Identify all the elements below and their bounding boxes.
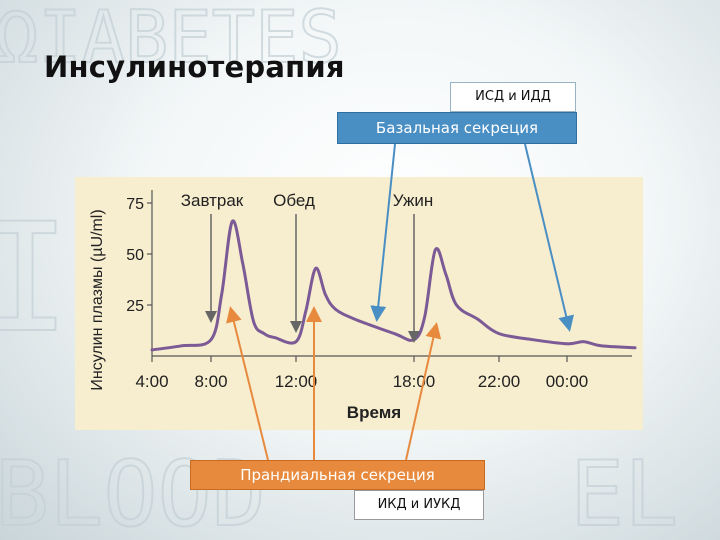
y-axis-title: Инсулин плазмы (µU/ml) — [89, 209, 106, 390]
basal-secretion-label: Базальная секреция — [337, 112, 577, 144]
x-tick-label: 8:00 — [194, 372, 227, 391]
insulin-curve — [150, 219, 637, 352]
meal-label: Завтрак — [181, 191, 244, 210]
basal-arrow — [524, 143, 574, 332]
y-tick-label: 50 — [126, 247, 144, 264]
x-tick-label: 22:00 — [478, 372, 521, 391]
x-tick-label: 18:00 — [393, 372, 436, 391]
y-tick-label: 25 — [126, 298, 144, 315]
prandial-arrow — [226, 306, 269, 461]
x-tick-label: 12:00 — [275, 372, 318, 391]
svg-text:BLOOD: BLOOD — [0, 442, 266, 540]
svg-text:ΩIABETES: ΩIABETES — [0, 0, 342, 79]
x-tick-label: 00:00 — [546, 372, 589, 391]
meal-label: Обед — [273, 191, 315, 210]
prandial-arrow — [405, 322, 442, 461]
y-tick-label: 75 — [126, 196, 144, 213]
x-axis-title: Время — [347, 403, 401, 422]
bottom-label-box: ИКД и ИУКД — [354, 490, 484, 520]
top-label-box: ИСД и ИДД — [450, 82, 576, 112]
chart-panel — [75, 177, 643, 430]
svg-text:EL: EL — [570, 442, 678, 540]
slide-title: Инсулинотерапия — [44, 50, 345, 84]
prandial-secretion-label: Прандиальная секреция — [190, 460, 485, 490]
meal-label: Ужин — [393, 191, 434, 210]
x-tick-label: 4:00 — [135, 372, 168, 391]
basal-arrow — [370, 143, 396, 322]
